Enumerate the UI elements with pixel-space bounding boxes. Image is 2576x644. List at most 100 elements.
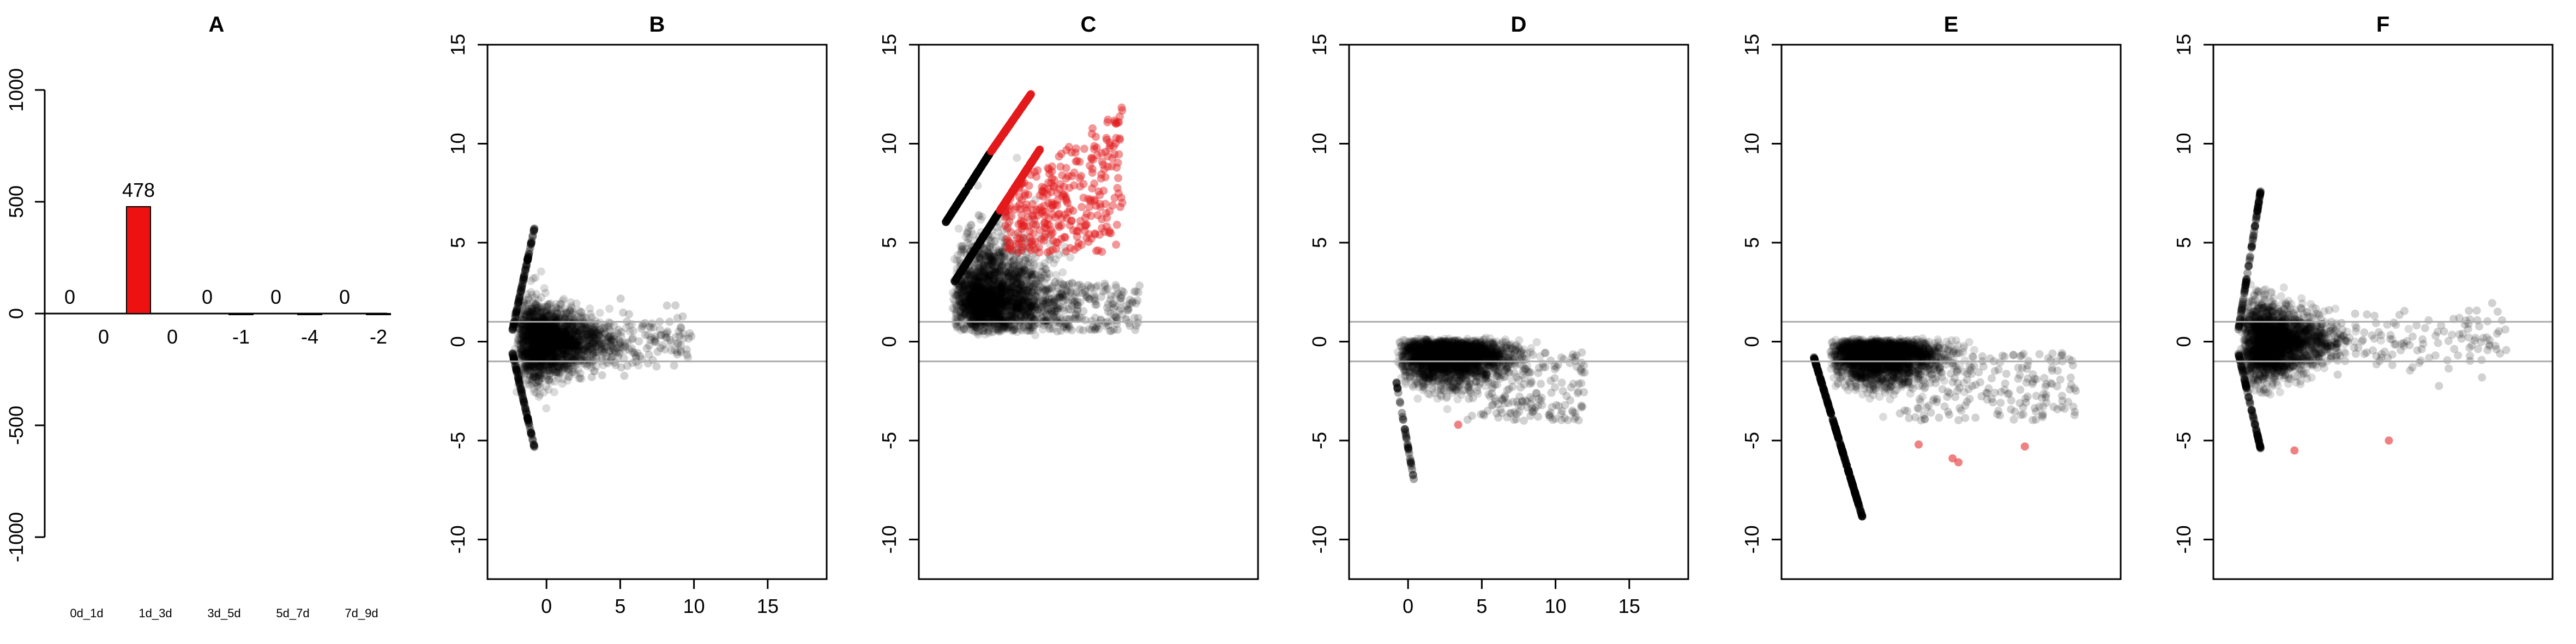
data-point — [984, 292, 992, 301]
data-point — [540, 334, 549, 343]
data-point — [536, 324, 545, 333]
data-point — [610, 336, 618, 345]
data-point — [540, 366, 549, 375]
data-point — [512, 366, 521, 375]
data-point — [550, 324, 558, 333]
data-point — [546, 341, 555, 350]
data-point — [1015, 292, 1024, 301]
data-point — [958, 245, 967, 254]
data-point — [542, 347, 551, 356]
data-point — [553, 362, 562, 371]
data-point — [587, 342, 595, 351]
data-point — [549, 340, 558, 349]
data-point — [526, 367, 534, 376]
data-point — [530, 323, 539, 332]
data-point — [556, 334, 565, 343]
data-point — [528, 377, 537, 386]
data-point — [528, 232, 537, 241]
data-point — [559, 339, 568, 348]
data-point — [568, 341, 577, 350]
data-point — [544, 322, 553, 330]
data-point — [1046, 240, 1055, 249]
data-point — [534, 341, 543, 350]
data-point — [536, 338, 545, 347]
data-point — [548, 339, 557, 348]
data-point — [549, 326, 557, 335]
data-point — [541, 326, 550, 335]
data-point — [519, 395, 527, 404]
data-point — [577, 375, 586, 383]
data-point — [520, 362, 529, 370]
data-point — [523, 413, 532, 422]
data-point — [572, 339, 581, 348]
data-point — [526, 365, 534, 374]
data-point — [550, 351, 558, 359]
data-point — [543, 336, 552, 345]
data-point — [532, 389, 541, 398]
data-point — [535, 351, 544, 359]
data-point — [559, 333, 568, 342]
data-point — [538, 352, 546, 360]
panel-a-title: A — [209, 13, 225, 37]
data-point — [588, 337, 597, 346]
data-point — [976, 293, 984, 302]
data-point — [582, 327, 591, 335]
data-point — [1033, 287, 1042, 296]
data-point — [1019, 268, 1028, 276]
data-point — [534, 354, 543, 363]
data-point — [982, 310, 990, 319]
data-point — [527, 239, 535, 248]
data-point — [519, 353, 527, 362]
data-point — [598, 330, 606, 339]
data-point — [534, 326, 543, 334]
data-point — [529, 384, 538, 393]
data-point — [532, 336, 541, 345]
data-point — [596, 346, 605, 355]
data-point — [615, 348, 623, 357]
data-point — [533, 313, 541, 322]
data-point — [547, 346, 556, 354]
data-point — [574, 347, 583, 356]
data-point — [538, 303, 546, 311]
data-point — [521, 350, 530, 359]
data-point — [997, 253, 1006, 262]
data-point — [532, 365, 540, 374]
data-point — [550, 368, 559, 376]
data-point — [522, 321, 531, 329]
data-point — [966, 311, 974, 320]
data-point — [551, 332, 560, 340]
data-point — [531, 332, 540, 341]
data-point — [552, 368, 561, 377]
data-point — [1000, 251, 1009, 260]
data-point — [520, 273, 528, 281]
data-point — [988, 260, 996, 268]
data-point — [529, 332, 538, 340]
data-point — [1104, 307, 1112, 316]
data-point — [977, 293, 985, 302]
data-point — [541, 314, 550, 323]
data-point — [530, 346, 539, 354]
data-point — [515, 293, 524, 302]
data-point — [982, 322, 991, 331]
data-point — [520, 324, 529, 333]
data-point — [545, 344, 554, 353]
data-point — [532, 323, 540, 332]
data-point — [520, 333, 528, 342]
data-point — [551, 333, 560, 341]
data-point — [529, 274, 538, 283]
data-point — [1012, 314, 1020, 322]
data-point — [968, 274, 977, 283]
data-point — [561, 335, 570, 344]
data-point — [977, 299, 986, 308]
data-point — [614, 340, 623, 348]
data-point — [588, 327, 597, 336]
data-point — [595, 340, 604, 349]
data-point — [625, 321, 634, 329]
data-point — [549, 323, 558, 332]
data-point — [557, 336, 566, 345]
data-point — [572, 351, 581, 359]
data-point — [520, 326, 529, 335]
data-point — [514, 375, 523, 383]
data-point — [577, 345, 586, 354]
data-point — [516, 340, 525, 349]
